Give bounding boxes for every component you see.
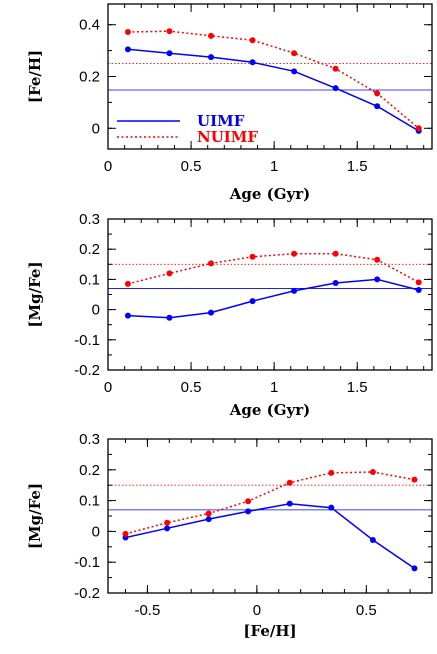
- y-tick-label: 0: [92, 302, 100, 319]
- data-point-nuimf: [415, 125, 422, 132]
- series-line-nuimf: [127, 30, 420, 129]
- series-line-nuimf: [125, 471, 415, 535]
- data-point-nuimf: [122, 530, 129, 537]
- data-point-nuimf: [208, 32, 215, 39]
- y-tick-label: 0.1: [79, 493, 100, 510]
- series-line-nuimf: [127, 252, 420, 285]
- data-point-uimf: [249, 59, 256, 66]
- data-point-nuimf: [245, 498, 252, 505]
- y-tick-label: 0.2: [79, 462, 100, 479]
- y-tick-label: -0.1: [74, 332, 100, 349]
- y-tick-label: 0.3: [79, 211, 100, 228]
- y-tick-label: 0: [92, 523, 100, 540]
- data-point-nuimf: [286, 479, 293, 486]
- y-tick-label: -0.2: [74, 362, 100, 379]
- data-point-uimf: [249, 298, 256, 305]
- axes-frame: [107, 438, 433, 594]
- data-point-uimf: [286, 500, 293, 507]
- axes-frame: [107, 3, 433, 150]
- data-point-nuimf: [124, 280, 131, 287]
- data-point-uimf: [415, 286, 422, 293]
- panel-mg-fe-vs-age: 0 0.5 1 1.5 -0.2 -0.1 0 0.1 0.2 0.3 Age (Gyr) [Mg/F…: [26, 211, 433, 419]
- x-tick-label: 0: [104, 158, 112, 175]
- panel-mg-fe-vs-fe-h: -0.5 0 0.5 -0.2 -0.1 0 0.1 0.2 0.3 [Fe/H] [Mg/Fe]: [26, 431, 433, 640]
- x-tick-label: 1: [270, 158, 278, 175]
- x-tick-label: 0: [104, 379, 112, 396]
- data-point-nuimf: [164, 519, 171, 526]
- data-point-uimf: [369, 537, 376, 544]
- data-point-nuimf: [415, 279, 422, 286]
- data-point-uimf: [208, 309, 215, 316]
- data-point-nuimf: [369, 468, 376, 475]
- x-tick-label: 1: [270, 379, 278, 396]
- data-point-uimf: [208, 54, 215, 61]
- data-point-uimf: [332, 85, 339, 92]
- data-point-uimf: [166, 50, 173, 57]
- x-tick-label: -0.5: [134, 602, 160, 619]
- x-tick-label: 1.5: [347, 158, 368, 175]
- data-point-nuimf: [249, 37, 256, 44]
- data-point-nuimf: [374, 256, 381, 263]
- y-tick-label: 0.2: [79, 69, 100, 86]
- series-line-uimf: [127, 278, 419, 319]
- y-tick-label: -0.2: [74, 585, 100, 602]
- y-tick-label: 0.4: [79, 17, 100, 34]
- data-point-uimf: [328, 504, 335, 511]
- data-point-uimf: [411, 565, 418, 572]
- x-tick-label: 0.5: [181, 158, 202, 175]
- data-point-uimf: [245, 508, 252, 515]
- data-point-nuimf: [332, 65, 339, 72]
- data-point-uimf: [124, 312, 131, 319]
- y-axis-label: [Mg/Fe]: [26, 483, 44, 549]
- x-tick-label: 0.5: [356, 602, 377, 619]
- x-axis-label: [Fe/H]: [243, 622, 296, 640]
- data-point-nuimf: [374, 90, 381, 97]
- data-point-nuimf: [208, 260, 215, 267]
- data-point-uimf: [291, 287, 298, 294]
- data-point-nuimf: [291, 250, 298, 257]
- data-point-uimf: [205, 516, 212, 523]
- x-tick-label: 0.5: [181, 379, 202, 396]
- x-axis-label: Age (Gyr): [229, 401, 311, 419]
- data-point-uimf: [164, 525, 171, 532]
- data-point-nuimf: [249, 253, 256, 260]
- x-tick-label: 1.5: [347, 379, 368, 396]
- x-tick-label: 0: [253, 602, 261, 619]
- data-point-nuimf: [205, 510, 212, 517]
- axes-frame: [107, 218, 433, 371]
- data-point-uimf: [291, 68, 298, 75]
- series-line-uimf: [125, 502, 415, 570]
- y-axis-label: [Fe/H]: [26, 50, 44, 103]
- data-point-nuimf: [332, 250, 339, 257]
- data-point-uimf: [374, 103, 381, 110]
- legend-label-nuimf: NUIMF: [197, 128, 258, 146]
- data-point-uimf: [166, 314, 173, 321]
- y-tick-label: 0.3: [79, 431, 100, 448]
- data-point-uimf: [124, 46, 131, 53]
- legend-label-uimf: UIMF: [197, 112, 245, 130]
- y-tick-label: -0.1: [74, 554, 100, 571]
- data-point-nuimf: [166, 270, 173, 277]
- x-axis-label: Age (Gyr): [229, 185, 311, 203]
- data-point-uimf: [374, 276, 381, 283]
- y-tick-label: 0.2: [79, 241, 100, 258]
- series-line-uimf: [127, 48, 420, 132]
- data-point-nuimf: [328, 469, 335, 476]
- data-point-nuimf: [124, 28, 131, 35]
- y-axis-label: [Mg/Fe]: [26, 261, 44, 327]
- data-point-uimf: [332, 280, 339, 287]
- y-tick-label: 0.1: [79, 271, 100, 288]
- data-point-nuimf: [166, 28, 173, 35]
- data-point-nuimf: [291, 50, 298, 57]
- y-tick-label: 0: [92, 120, 100, 137]
- data-point-nuimf: [411, 476, 418, 483]
